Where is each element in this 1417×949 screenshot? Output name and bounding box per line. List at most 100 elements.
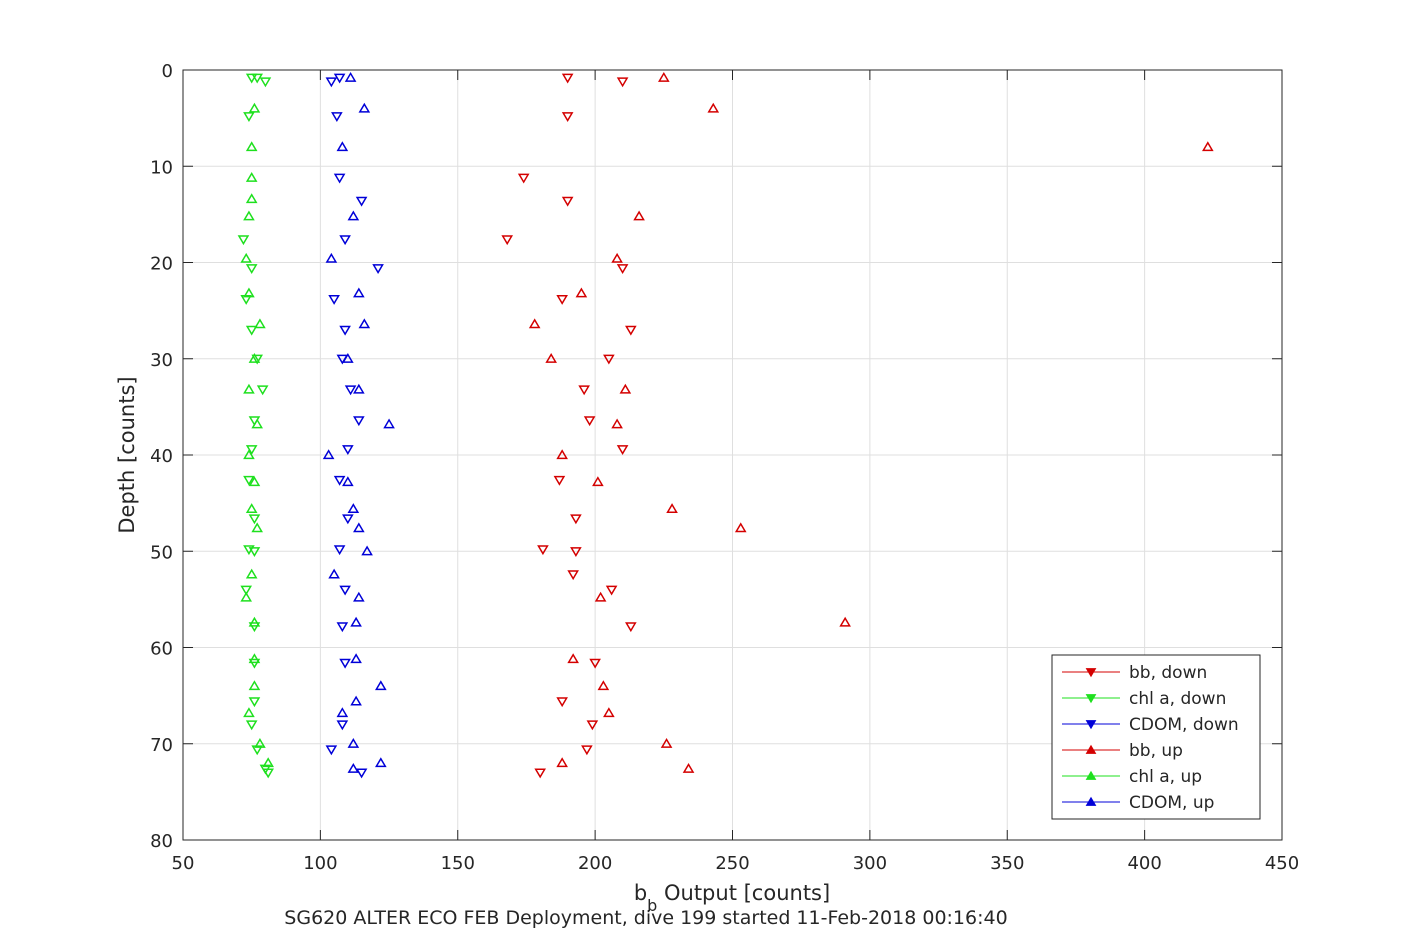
data-point (248, 680, 261, 691)
data-point (243, 210, 255, 221)
data-point (586, 720, 599, 731)
data-point (561, 196, 574, 207)
y-tick-label: 50 (150, 542, 173, 563)
data-point (339, 235, 351, 246)
data-point (254, 318, 266, 329)
data-point (248, 547, 261, 558)
series-0 (501, 73, 637, 779)
series-5 (322, 71, 395, 773)
data-point (336, 707, 349, 718)
data-point (350, 653, 362, 664)
data-point (248, 622, 261, 633)
data-point (240, 591, 253, 602)
x-tick-label: 250 (715, 853, 749, 874)
data-point (570, 547, 582, 558)
x-axis-label-rest: Output [counts] (657, 881, 830, 905)
legend-marker (1085, 720, 1097, 730)
data-point (333, 73, 346, 84)
series-3 (528, 71, 1214, 773)
data-point (237, 235, 250, 246)
marker-layer (237, 71, 1214, 779)
data-point (243, 449, 255, 460)
data-point (333, 173, 346, 184)
data-point (245, 568, 258, 579)
x-tick-label: 400 (1127, 853, 1161, 874)
x-tick-label: 300 (853, 853, 887, 874)
x-tick-label: 150 (441, 853, 475, 874)
data-point (336, 141, 349, 152)
data-point (567, 570, 579, 581)
data-point (240, 252, 253, 263)
tick-layer: 50 100 150 200 250 300 350 400 450 0 10 20 30 40 50 60 7… (150, 61, 1299, 874)
data-point (589, 658, 601, 669)
data-point (616, 445, 629, 455)
data-point (616, 77, 629, 88)
data-point (248, 616, 261, 627)
data-point (245, 264, 258, 275)
data-point (336, 622, 349, 633)
data-point (353, 383, 365, 394)
legend-label: chl a, up (1129, 767, 1202, 787)
data-point (355, 196, 368, 207)
data-point (350, 695, 362, 706)
data-point (597, 680, 610, 691)
data-point (534, 768, 546, 779)
plot-area-border (182, 69, 1283, 841)
data-point (339, 658, 351, 669)
data-point (240, 294, 253, 305)
data-point (248, 653, 261, 664)
data-point (561, 112, 574, 122)
data-point (245, 193, 258, 204)
data-point (353, 591, 365, 602)
data-point (248, 352, 261, 363)
data-point (556, 697, 568, 708)
data-point (248, 514, 261, 525)
series-1 (237, 73, 274, 779)
x-axis-label-main: b (634, 881, 647, 905)
data-point (243, 383, 255, 394)
data-point (251, 73, 263, 84)
data-point (245, 720, 258, 731)
data-point (353, 522, 365, 533)
legend-label: bb, up (1129, 741, 1183, 761)
data-point (325, 252, 338, 263)
data-point (248, 102, 261, 113)
data-point (245, 445, 258, 455)
y-tick-label: 60 (150, 639, 173, 660)
data-point (603, 354, 615, 365)
data-point (625, 325, 637, 336)
y-tick-label: 70 (150, 735, 173, 756)
data-point (245, 141, 258, 152)
data-point (517, 173, 530, 184)
legend-marker (1085, 744, 1097, 754)
data-point (545, 352, 557, 363)
legend-label: bb, down (1129, 663, 1207, 683)
data-point (570, 514, 582, 525)
data-point (592, 476, 604, 487)
data-point (353, 416, 365, 427)
series-4 (240, 102, 274, 768)
data-point (240, 585, 253, 596)
data-point (375, 680, 387, 691)
data-point (347, 737, 360, 748)
data-point (328, 294, 340, 305)
legend: bb, down chl a, down CDOM, down bb, up chl a… (1051, 654, 1261, 820)
legend-marker (1085, 668, 1097, 678)
series-2 (325, 73, 384, 779)
data-point (333, 475, 346, 486)
data-point (633, 210, 645, 221)
data-point (658, 71, 670, 82)
data-point (358, 318, 371, 329)
data-point (353, 287, 365, 298)
data-point (611, 252, 623, 263)
legend-label: chl a, down (1129, 689, 1226, 709)
data-point (839, 616, 851, 627)
data-point (333, 545, 346, 556)
data-point (578, 385, 590, 396)
data-point (666, 503, 678, 514)
data-point (342, 352, 354, 363)
data-point (251, 745, 263, 756)
data-point (603, 707, 615, 718)
y-tick-label: 40 (150, 446, 173, 467)
